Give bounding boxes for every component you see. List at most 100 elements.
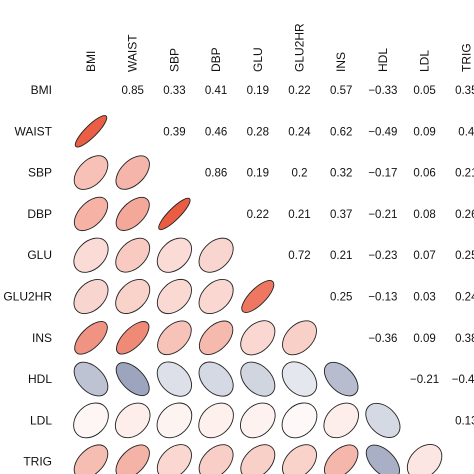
row-label-glu: GLU: [27, 248, 52, 262]
correlation-value: 0.24: [455, 292, 474, 304]
correlation-ellipse: [156, 278, 192, 315]
correlation-value: 0.22: [288, 85, 310, 97]
correlation-ellipse: [281, 361, 318, 397]
row-label-ldl: LDL: [30, 413, 52, 427]
correlation-ellipse: [406, 444, 443, 474]
correlation-ellipse: [156, 444, 192, 474]
correlation-ellipse: [73, 444, 109, 474]
correlation-value: 0.08: [413, 209, 435, 221]
row-label-sbp: SBP: [28, 166, 52, 180]
correlation-ellipse: [324, 444, 359, 474]
correlation-value: 0.21: [455, 168, 474, 180]
row-label-ins: INS: [32, 331, 52, 345]
correlation-ellipse: [198, 237, 234, 273]
correlation-value: 0.09: [413, 333, 435, 345]
correlation-ellipse: [115, 362, 150, 397]
correlation-ellipse: [241, 280, 275, 313]
correlation-value: −0.23: [368, 250, 397, 262]
correlation-ellipse: [198, 361, 234, 397]
correlation-value: 0.35: [455, 85, 474, 97]
correlation-value: 0.39: [163, 126, 185, 138]
correlation-ellipse: [114, 402, 151, 439]
correlation-ellipse: [240, 320, 276, 356]
correlation-ellipse: [365, 444, 400, 474]
correlation-ellipse: [115, 279, 151, 314]
correlation-ellipse: [115, 196, 150, 231]
correlation-value: 0.21: [330, 250, 352, 262]
correlation-value: 0.05: [413, 85, 435, 97]
column-label-hdl: HDL: [376, 48, 390, 72]
column-label-sbp: SBP: [167, 48, 181, 72]
row-label-bmi: BMI: [31, 83, 52, 97]
correlation-value: 0.37: [330, 209, 352, 221]
correlation-value: 0.25: [330, 292, 352, 304]
correlation-value: 0.41: [205, 85, 227, 97]
correlation-ellipse: [282, 444, 317, 474]
correlation-ellipse: [282, 320, 317, 356]
correlation-ellipse: [198, 444, 234, 474]
correlation-value: −0.21: [410, 374, 439, 386]
correlation-ellipse: [156, 361, 193, 397]
correlation-value: 0.25: [455, 250, 474, 262]
correlation-value: −0.13: [368, 292, 397, 304]
correlation-value: −0.17: [368, 168, 397, 180]
correlation-value: −0.43: [452, 374, 474, 386]
correlation-ellipse: [73, 278, 109, 315]
correlation-ellipse: [239, 402, 276, 439]
column-label-glu: GLU: [251, 47, 265, 72]
correlation-ellipse: [73, 402, 109, 439]
correlation-value: −0.49: [368, 126, 397, 138]
correlation-ellipse: [115, 237, 151, 273]
correlation-values: 0.85 0.33 0.41 0.19 0.22 0.57 −0.33 0.05 0.35 0.3…: [122, 85, 474, 427]
correlation-ellipse: [240, 444, 276, 474]
correlation-ellipse: [73, 361, 109, 397]
correlation-ellipse: [73, 196, 109, 232]
column-label-ldl: LDL: [418, 50, 432, 72]
row-labels: BMI WAIST SBP DBP GLU GLU2HR INS HDL LDL TRIG: [3, 83, 52, 469]
correlation-value: 0.22: [247, 209, 269, 221]
correlation-ellipse: [156, 402, 193, 439]
correlation-value: 0.03: [413, 292, 435, 304]
correlation-value: 0.2: [292, 168, 308, 180]
row-label-glu2hr: GLU2HR: [3, 290, 52, 304]
correlation-value: 0.62: [330, 126, 352, 138]
correlation-ellipse: [323, 361, 359, 397]
correlation-value: 0.09: [413, 126, 435, 138]
correlation-value: 0.24: [288, 126, 311, 138]
correlation-value: −0.33: [368, 85, 397, 97]
correlation-ellipse: [115, 155, 150, 190]
correlation-ellipse: [198, 320, 234, 355]
correlation-ellipse: [240, 361, 276, 397]
correlation-value: 0.06: [413, 168, 435, 180]
correlation-ellipse: [198, 402, 234, 439]
correlation-value: 0.85: [122, 85, 144, 97]
correlation-value: 0.19: [247, 168, 269, 180]
correlation-value: 0.4: [458, 126, 474, 138]
row-label-dbp: DBP: [27, 207, 52, 221]
correlation-value: 0.72: [288, 250, 310, 262]
correlation-value: 0.86: [205, 168, 227, 180]
correlation-value: 0.26: [455, 209, 474, 221]
correlation-ellipse: [115, 444, 150, 474]
column-labels: BMI WAIST SBP DBP GLU GLU2HR INS HDL LDL TRIG: [84, 23, 473, 72]
column-label-ins: INS: [334, 52, 348, 72]
correlation-value: 0.21: [288, 209, 310, 221]
correlation-ellipse: [116, 321, 150, 355]
correlation-value: 0.28: [247, 126, 269, 138]
correlation-ellipse: [158, 197, 191, 231]
correlation-ellipse: [198, 278, 234, 315]
column-label-bmi: BMI: [84, 51, 98, 72]
column-label-dbp: DBP: [209, 47, 223, 72]
correlation-ellipse: [73, 155, 109, 190]
correlation-value: −0.21: [368, 209, 397, 221]
correlation-ellipse: [365, 402, 401, 438]
correlation-ellipse: [74, 115, 108, 148]
column-label-waist: WAIST: [126, 34, 140, 72]
correlation-ellipses: [73, 115, 443, 474]
correlation-value: 0.57: [330, 85, 352, 97]
column-label-glu2hr: GLU2HR: [293, 23, 307, 72]
row-label-hdl: HDL: [28, 372, 52, 386]
correlation-ellipse: [156, 237, 192, 273]
correlation-ellipse: [323, 402, 359, 439]
